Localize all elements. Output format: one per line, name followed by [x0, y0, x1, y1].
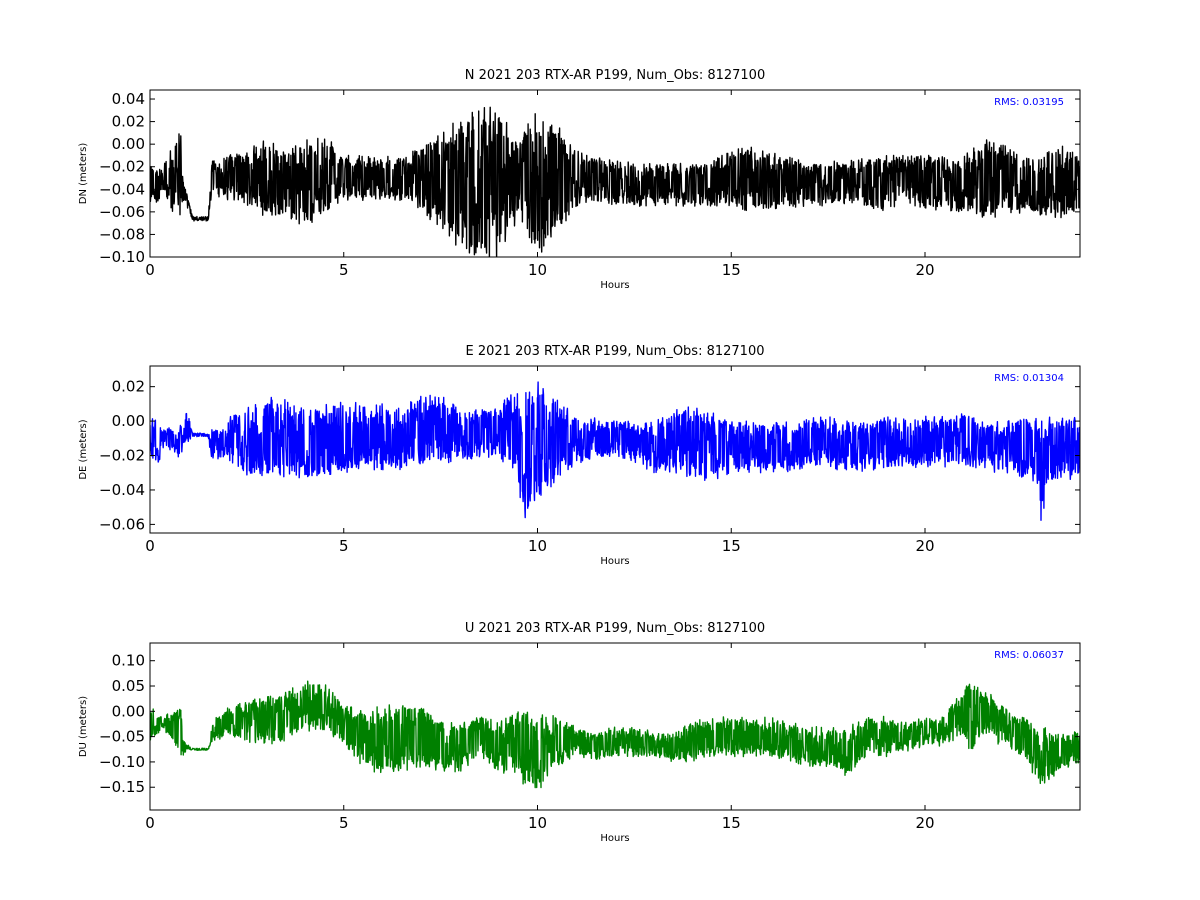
x-tick-label: 10 — [528, 261, 547, 279]
y-tick-label: −0.02 — [99, 447, 145, 465]
y-tick-label: −0.06 — [99, 203, 145, 221]
y-tick-label: −0.06 — [99, 515, 145, 533]
x-tick-label: 20 — [915, 814, 934, 832]
y-tick-label: −0.08 — [99, 225, 145, 243]
y-tick-label: 0.00 — [112, 702, 145, 720]
x-tick-label: 10 — [528, 814, 547, 832]
y-tick-label: 0.02 — [112, 113, 145, 131]
x-tick-label: 20 — [915, 537, 934, 555]
y-tick-label: 0.00 — [112, 412, 145, 430]
plot-frame — [149, 365, 1081, 534]
x-tick-label: 0 — [145, 814, 155, 832]
y-tick-label: −0.04 — [99, 481, 145, 499]
y-tick-label: 0.02 — [112, 378, 145, 396]
x-tick-label: 15 — [722, 261, 741, 279]
plot-frame — [149, 642, 1081, 811]
chart-title: E 2021 203 RTX-AR P199, Num_Obs: 8127100 — [466, 344, 765, 359]
x-tick-label: 5 — [339, 814, 349, 832]
x-axis-label: Hours — [600, 280, 629, 291]
series-line-1 — [150, 106, 1080, 257]
y-tick-label: −0.15 — [99, 778, 145, 796]
chart-panel-1: 0 5 10 15 20 0.04 0.02 0.00 −0.02 −0.04 −0.06 −0.08… — [78, 68, 1081, 291]
rms-annotation: RMS: 0.06037 — [994, 650, 1064, 661]
chart-panel-3: 0 5 10 15 20 0.10 0.05 0.00 −0.05 −0.10 −0.15 U 202… — [78, 621, 1081, 844]
series-line-3 — [150, 680, 1080, 789]
chart-panel-2: 0 5 10 15 20 0.02 0.00 −0.02 −0.04 −0.06 E 2021 20… — [78, 344, 1081, 567]
y-tick-label: −0.10 — [99, 753, 145, 771]
x-tick-label: 5 — [339, 537, 349, 555]
y-tick-label: 0.10 — [112, 652, 145, 670]
x-tick-label: 10 — [528, 537, 547, 555]
y-tick-label: 0.04 — [112, 90, 145, 108]
x-axis-label: Hours — [600, 556, 629, 567]
x-tick-label: 0 — [145, 537, 155, 555]
y-axis-label: DN (meters) — [78, 143, 89, 205]
rms-annotation: RMS: 0.03195 — [994, 97, 1064, 108]
series-line-2 — [150, 381, 1080, 521]
chart-title: N 2021 203 RTX-AR P199, Num_Obs: 8127100 — [465, 68, 765, 83]
y-tick-label: −0.04 — [99, 180, 145, 198]
x-tick-label: 15 — [722, 814, 741, 832]
x-tick-label: 5 — [339, 261, 349, 279]
y-tick-label: −0.02 — [99, 158, 145, 176]
y-axis-label: DE (meters) — [78, 419, 89, 479]
x-axis-label: Hours — [600, 833, 629, 844]
x-tick-label: 0 — [145, 261, 155, 279]
y-tick-label: −0.05 — [99, 728, 145, 746]
rms-annotation: RMS: 0.01304 — [994, 373, 1064, 384]
x-tick-label: 15 — [722, 537, 741, 555]
y-tick-label: 0.05 — [112, 677, 145, 695]
x-tick-label: 20 — [915, 261, 934, 279]
y-tick-label: 0.00 — [112, 135, 145, 153]
y-axis-label: DU (meters) — [78, 696, 89, 757]
chart-title: U 2021 203 RTX-AR P199, Num_Obs: 8127100 — [465, 621, 765, 636]
y-tick-label: −0.10 — [99, 248, 145, 266]
plot-frame — [149, 89, 1081, 258]
